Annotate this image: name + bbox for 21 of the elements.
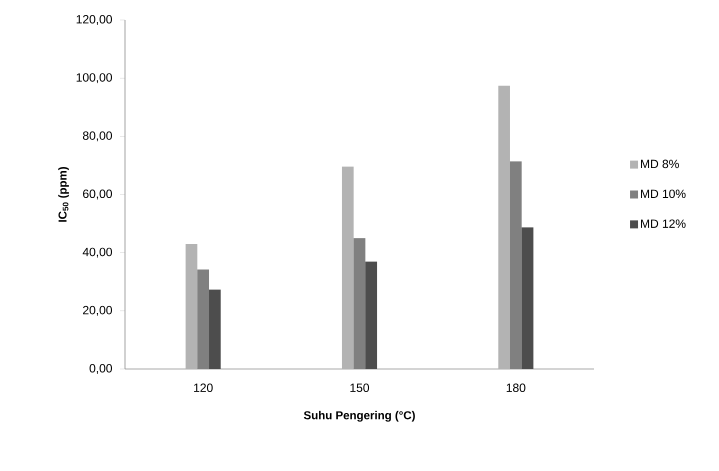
bar: [522, 227, 534, 369]
x-tick-label: 150: [350, 384, 370, 392]
bar: [209, 290, 221, 369]
x-tick-label: 120: [194, 384, 213, 392]
bar: [365, 262, 378, 369]
bar: [498, 86, 510, 369]
y-tick-label: 120,00: [76, 15, 112, 25]
y-tick-label: 60,00: [83, 190, 112, 200]
x-axis-title: Suhu Pengering (°C): [304, 410, 415, 422]
y-tick-label: 0,00: [90, 364, 112, 374]
legend-label: MD 12%: [641, 219, 686, 228]
y-tick-label: 40,00: [82, 248, 112, 258]
legend-label: MD 8%: [641, 160, 679, 168]
y-tick-label: 20,00: [83, 306, 112, 316]
y-tick-label: 100,00: [76, 73, 112, 84]
bar: [186, 244, 198, 369]
x-tick-label: 180: [506, 384, 526, 392]
y-axis-title: IC$_{50}$ (ppm): [58, 167, 69, 222]
bar: [342, 166, 354, 369]
y-tick-label: 80,00: [82, 131, 112, 142]
legend-label: MD 10%: [641, 190, 686, 198]
